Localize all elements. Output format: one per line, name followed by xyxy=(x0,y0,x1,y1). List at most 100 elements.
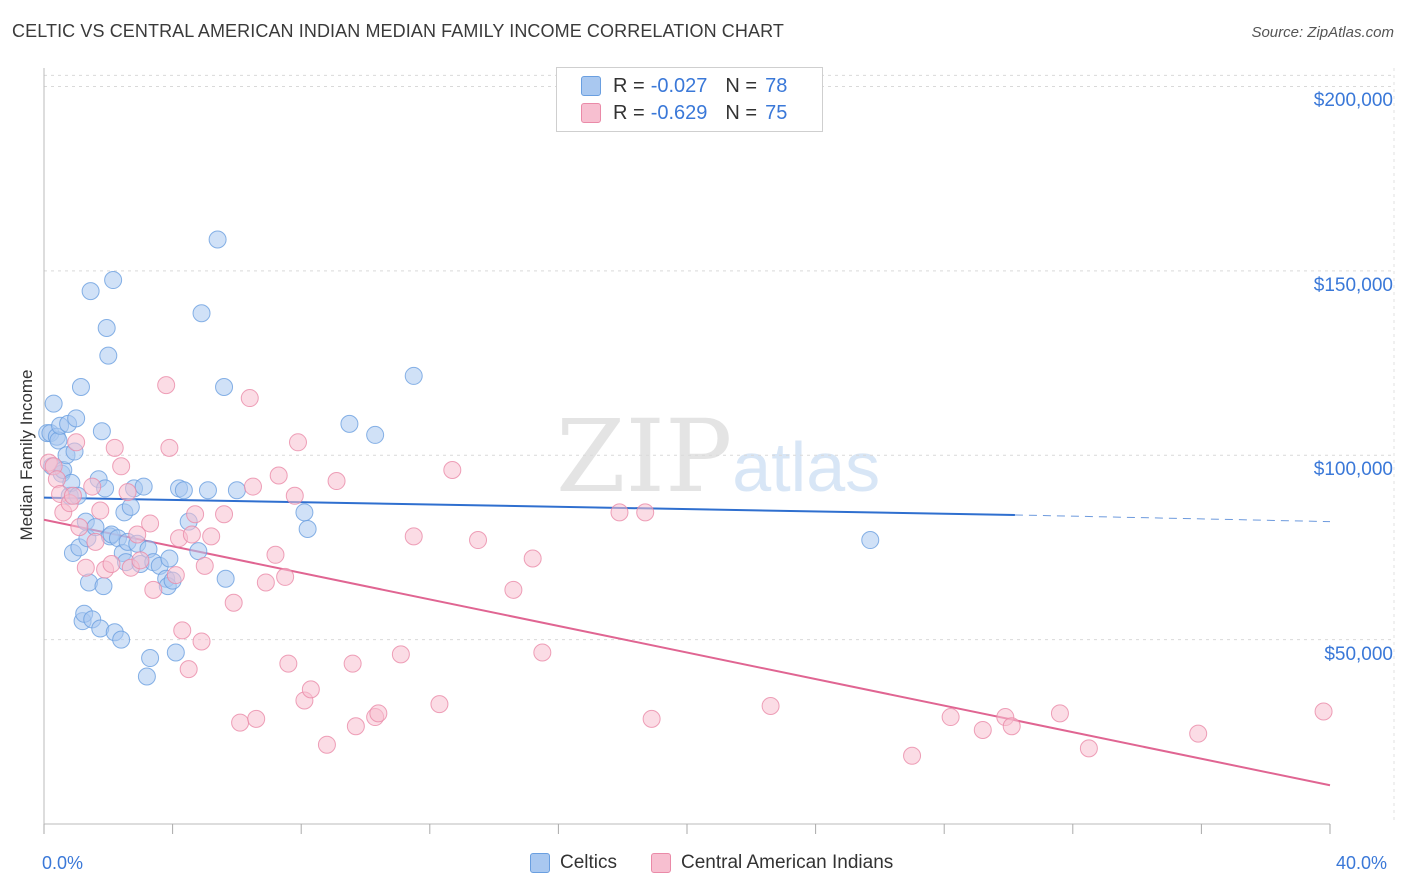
central-american-indians-point xyxy=(636,503,655,522)
legend-r-value: -0.027 xyxy=(650,74,708,97)
central-american-indians-point xyxy=(166,566,185,585)
legend-n-label: N = xyxy=(725,101,758,124)
celtics-point xyxy=(366,425,385,444)
legend-n-label: N = xyxy=(725,74,758,97)
celtics-point xyxy=(227,481,246,500)
central-american-indians-point xyxy=(105,438,124,457)
central-american-indians-point xyxy=(128,525,147,544)
legend-r-label: R = xyxy=(613,101,645,124)
series-swatch-central-american-indians xyxy=(651,853,672,873)
celtics-point xyxy=(71,377,90,396)
celtics-point xyxy=(861,531,880,550)
x-tick-label-min: 0.0% xyxy=(42,853,84,873)
celtics-point xyxy=(121,497,140,516)
central-american-indians-point xyxy=(276,567,295,586)
celtics-point xyxy=(112,630,131,649)
celtics-point xyxy=(298,519,317,538)
central-american-indians-point xyxy=(91,501,110,520)
central-american-indians-point xyxy=(182,525,201,544)
central-american-indians-point xyxy=(67,433,86,452)
celtics-point xyxy=(81,282,100,301)
central-american-indians-point xyxy=(83,477,102,496)
legend-n-value: 75 xyxy=(765,101,788,124)
central-american-indians-point xyxy=(523,549,542,568)
central-american-indians-point xyxy=(469,531,488,550)
celtics-point xyxy=(134,477,153,496)
chart-title: CELTIC VS CENTRAL AMERICAN INDIAN MEDIAN… xyxy=(12,21,784,41)
celtics-point xyxy=(340,414,359,433)
central-american-indians-point xyxy=(903,746,922,765)
celtics-trend-extension xyxy=(1014,514,1331,523)
legend-swatch-central-american-indians xyxy=(581,103,601,123)
celtics-point xyxy=(97,318,116,337)
celtics-point xyxy=(104,271,123,290)
central-american-indians-point xyxy=(86,532,105,551)
central-american-indians-point xyxy=(1189,724,1208,743)
central-american-indians-point xyxy=(70,518,89,537)
central-american-indians-point xyxy=(642,709,661,728)
central-american-indians-point xyxy=(301,680,320,699)
central-american-indians-point xyxy=(285,486,304,505)
central-american-indians-point xyxy=(443,460,462,479)
celtics-point xyxy=(160,549,179,568)
celtics-trend-line xyxy=(43,496,1015,516)
central-american-indians-point xyxy=(247,709,266,728)
legend-row-celtics: R = -0.027 N = 78 xyxy=(581,73,787,99)
series-legend-central-american-indians[interactable]: Central American Indians xyxy=(651,852,893,874)
central-american-indians-point xyxy=(240,389,259,408)
central-american-indians-point xyxy=(941,708,960,727)
stats-legend: R = -0.027 N = 78 R = -0.629 N = 75 xyxy=(556,67,823,132)
central-american-indians-point xyxy=(1079,739,1098,758)
trend-lines xyxy=(43,496,1331,787)
series-name-celtics: Celtics xyxy=(560,852,618,873)
central-american-indians-point xyxy=(1002,717,1021,736)
central-american-indians-point xyxy=(504,580,523,599)
celtics-point xyxy=(404,366,423,385)
central-american-indians-point xyxy=(327,472,346,491)
series-legend: Celtics Central American Indians xyxy=(530,852,927,874)
legend-swatch-celtics xyxy=(581,76,601,96)
celtics-point xyxy=(208,230,227,249)
central-american-indians-point xyxy=(131,551,150,570)
central-american-indians-trend-line xyxy=(43,518,1331,787)
central-american-indians-point xyxy=(141,514,160,533)
legend-row-central-american-indians: R = -0.629 N = 75 xyxy=(581,100,787,126)
data-points xyxy=(38,230,1333,765)
central-american-indians-point xyxy=(118,483,137,502)
series-name-central-american-indians: Central American Indians xyxy=(681,852,894,873)
central-american-indians-point xyxy=(173,621,192,640)
central-american-indians-point xyxy=(269,466,288,485)
central-american-indians-point xyxy=(533,643,552,662)
central-american-indians-point xyxy=(195,556,214,575)
central-american-indians-point xyxy=(144,580,163,599)
celtics-point xyxy=(67,409,86,428)
central-american-indians-point xyxy=(610,503,629,522)
celtics-point xyxy=(94,577,113,596)
central-american-indians-point xyxy=(47,470,66,489)
watermark-sub: atlas xyxy=(732,428,881,506)
legend-r-value: -0.629 xyxy=(650,101,708,124)
central-american-indians-point xyxy=(112,457,131,476)
central-american-indians-point xyxy=(973,720,992,739)
central-american-indians-point xyxy=(215,505,234,524)
series-legend-celtics[interactable]: Celtics xyxy=(530,852,617,874)
celtics-point xyxy=(99,346,118,365)
y-tick-label: $150,000 xyxy=(1313,274,1393,296)
central-american-indians-point xyxy=(157,376,176,395)
celtics-point xyxy=(216,569,235,588)
central-american-indians-point xyxy=(202,527,221,546)
celtics-point xyxy=(137,667,156,686)
celtics-point xyxy=(192,304,211,323)
watermark: ZIPatlas xyxy=(556,398,880,515)
legend-n-value: 78 xyxy=(765,74,788,97)
gridlines xyxy=(44,68,1395,824)
central-american-indians-point xyxy=(1314,702,1333,721)
celtics-point xyxy=(174,481,193,500)
series-swatch-celtics xyxy=(530,853,550,873)
central-american-indians-point xyxy=(404,527,423,546)
axes xyxy=(43,68,1331,834)
celtics-point xyxy=(295,503,314,522)
central-american-indians-point xyxy=(179,660,198,679)
central-american-indians-point xyxy=(266,545,285,564)
